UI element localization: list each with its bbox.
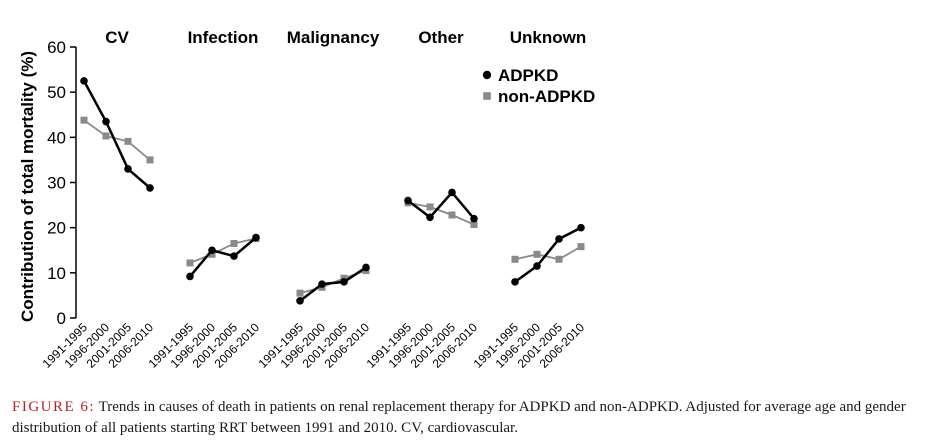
y-axis-label: Contribution of total mortality (%): [18, 51, 37, 322]
series-line-non-adpkd: [514, 245, 582, 261]
data-point-adpkd: [186, 272, 194, 281]
data-point-adpkd: [470, 214, 478, 223]
panel-title-infection: Infection: [188, 28, 259, 47]
data-point-adpkd: [340, 278, 348, 286]
data-point-adpkd: [208, 246, 216, 255]
series-line-non-adpkd: [189, 237, 257, 264]
series-line-adpkd: [407, 190, 475, 220]
series-line-non-adpkd: [83, 119, 151, 161]
data-point-non-adpkd: [102, 132, 110, 140]
data-point-non-adpkd: [426, 203, 434, 211]
data-point-non-adpkd: [296, 289, 304, 297]
data-point-non-adpkd: [511, 255, 519, 263]
data-point-non-adpkd: [230, 239, 238, 247]
data-point-adpkd: [511, 278, 519, 286]
data-point-non-adpkd: [555, 255, 563, 263]
legend-label-non-adpkd: non-ADPKD: [498, 87, 595, 106]
data-point-adpkd: [102, 117, 110, 126]
series-line-adpkd: [82, 80, 151, 189]
data-point-adpkd: [577, 223, 585, 232]
data-point-adpkd: [296, 297, 304, 305]
data-point-adpkd: [404, 196, 412, 205]
y-tick-label: 30: [47, 174, 66, 193]
data-point-non-adpkd: [470, 221, 478, 229]
y-tick-label: 50: [47, 83, 66, 102]
data-point-adpkd: [362, 263, 370, 272]
data-point-adpkd: [448, 188, 456, 197]
data-point-adpkd: [80, 77, 88, 85]
y-tick-label: 60: [47, 38, 66, 57]
legend-marker-non-adpkd: [483, 92, 491, 100]
legend-marker-adpkd: [482, 70, 492, 80]
data-point-non-adpkd: [146, 156, 154, 164]
series-line-non-adpkd: [407, 201, 475, 226]
panel-title-unknown: Unknown: [510, 28, 587, 47]
series-line-adpkd: [514, 226, 582, 283]
y-tick-label: 10: [47, 264, 66, 283]
data-point-adpkd: [426, 213, 434, 222]
data-point-adpkd: [230, 252, 238, 260]
data-point-adpkd: [555, 235, 563, 243]
data-point-non-adpkd: [186, 259, 194, 267]
data-point-adpkd: [318, 280, 326, 288]
data-point-non-adpkd: [448, 211, 456, 219]
data-point-non-adpkd: [533, 250, 541, 258]
data-point-non-adpkd: [124, 137, 132, 145]
y-tick-label: 20: [47, 219, 66, 238]
data-point-non-adpkd: [208, 250, 216, 258]
data-point-non-adpkd: [577, 243, 585, 251]
panel-title-other: Other: [418, 28, 464, 47]
data-point-adpkd: [533, 262, 541, 270]
data-point-adpkd: [146, 184, 154, 192]
data-point-adpkd: [252, 233, 260, 242]
caption-text: Trends in causes of death in patients on…: [12, 399, 906, 436]
panel-title-cv: CV: [105, 28, 129, 47]
data-point-non-adpkd: [80, 116, 88, 124]
mortality-trends-chart: 0 10 20 30 40 50 60 Contribution of total morta…: [18, 28, 595, 371]
series-line-adpkd: [299, 266, 367, 302]
y-tick-label: 40: [47, 128, 66, 147]
figure-label: FIGURE 6:: [12, 399, 96, 415]
data-point-adpkd: [124, 165, 132, 173]
legend-label-adpkd: ADPKD: [498, 66, 558, 85]
series-line-adpkd: [189, 236, 257, 278]
y-tick-label: 0: [57, 309, 66, 328]
panel-title-malignancy: Malignancy: [287, 28, 380, 47]
figure-caption: FIGURE 6: Trends in causes of death in p…: [12, 397, 938, 439]
